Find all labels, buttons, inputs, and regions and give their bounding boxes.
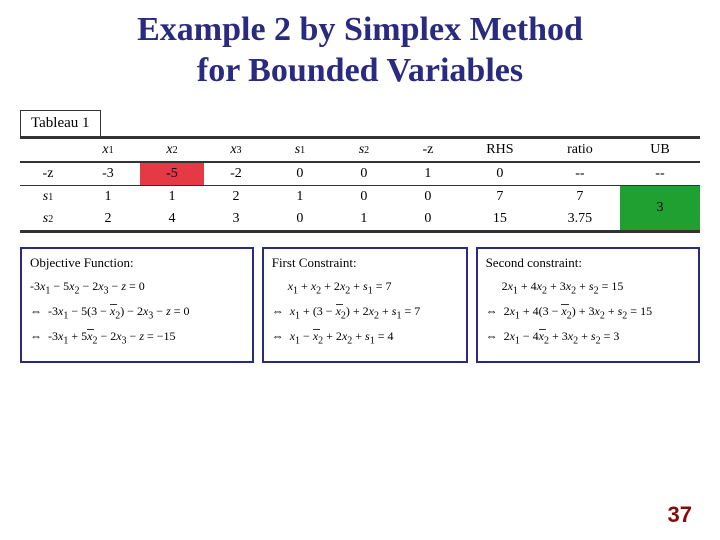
table-row: s1 1 1 2 1 0 0 7 7 3 — [20, 185, 700, 208]
th-x3: x3 — [204, 137, 268, 162]
eq-line: x1 − x2 + 2x2 + s1 = 4 — [272, 329, 458, 346]
cell: 0 — [460, 162, 540, 186]
th-x1: x1 — [76, 137, 140, 162]
table-row: -z -3 -5 -2 0 0 1 0 -- -- — [20, 162, 700, 186]
th-rhs: RHS — [460, 137, 540, 162]
cell: 0 — [332, 162, 396, 186]
row-label: s2 — [20, 208, 76, 232]
title-line-2: for Bounded Variables — [0, 51, 720, 92]
th-negz: -z — [396, 137, 460, 162]
cell: 0 — [396, 185, 460, 208]
th-ub: UB — [620, 137, 700, 162]
row-label: -z — [20, 162, 76, 186]
cell-ub: 3 — [620, 185, 700, 231]
cell: -- — [540, 162, 620, 186]
th-s1: s1 — [268, 137, 332, 162]
cell: 1 — [332, 208, 396, 232]
th-s2: s2 — [332, 137, 396, 162]
cell: 3.75 — [540, 208, 620, 232]
cell: -- — [620, 162, 700, 186]
tableau-header-row: x1 x2 x3 s1 s2 -z RHS ratio UB — [20, 137, 700, 162]
th-x2: x2 — [140, 137, 204, 162]
first-constraint-box: First Constraint: x1 + x2 + 2x2 + s1 = 7… — [262, 247, 468, 363]
cell: -3 — [76, 162, 140, 186]
row-label: s1 — [20, 185, 76, 208]
cell: 0 — [268, 208, 332, 232]
title-line-1: Example 2 by Simplex Method — [0, 10, 720, 51]
eq-line: -3x1 + 5x2 − 2x3 − z = −15 — [30, 329, 244, 346]
eq-title: Objective Function: — [30, 255, 244, 271]
eq-line: x1 + x2 + 2x2 + s1 = 7 — [272, 279, 458, 296]
cell: 1 — [76, 185, 140, 208]
page-title: Example 2 by Simplex Method for Bounded … — [0, 0, 720, 92]
th-ratio: ratio — [540, 137, 620, 162]
eq-title: First Constraint: — [272, 255, 458, 271]
cell: 7 — [460, 185, 540, 208]
eq-line: x1 + (3 − x2) + 2x2 + s1 = 7 — [272, 304, 458, 321]
page-number: 37 — [668, 502, 692, 528]
second-constraint-box: Second constraint: 2x1 + 4x2 + 3x2 + s2 … — [476, 247, 700, 363]
cell: 0 — [332, 185, 396, 208]
eq-title: Second constraint: — [486, 255, 690, 271]
eq-line: 2x1 − 4x2 + 3x2 + s2 = 3 — [486, 329, 690, 346]
cell: -2 — [204, 162, 268, 186]
cell: 2 — [204, 185, 268, 208]
cell: 1 — [396, 162, 460, 186]
th-blank — [20, 137, 76, 162]
cell-pivot: -5 — [140, 162, 204, 186]
eq-line: 2x1 + 4x2 + 3x2 + s2 = 15 — [486, 279, 690, 296]
eq-line: -3x1 − 5x2 − 2x3 − z = 0 — [30, 279, 244, 296]
cell: 0 — [396, 208, 460, 232]
cell: 1 — [268, 185, 332, 208]
cell: 0 — [268, 162, 332, 186]
cell: 1 — [140, 185, 204, 208]
eq-line: -3x1 − 5(3 − x2) − 2x3 − z = 0 — [30, 304, 244, 321]
cell: 7 — [540, 185, 620, 208]
cell: 3 — [204, 208, 268, 232]
cell: 4 — [140, 208, 204, 232]
cell: 15 — [460, 208, 540, 232]
tableau-region: Tableau 1 x1 x2 x3 s1 s2 -z RHS ratio UB… — [20, 110, 700, 233]
cell: 2 — [76, 208, 140, 232]
objective-function-box: Objective Function: -3x1 − 5x2 − 2x3 − z… — [20, 247, 254, 363]
table-row: s2 2 4 3 0 1 0 15 3.75 — [20, 208, 700, 232]
simplex-tableau: x1 x2 x3 s1 s2 -z RHS ratio UB -z -3 -5 … — [20, 136, 700, 233]
tableau-label: Tableau 1 — [20, 110, 101, 137]
eq-line: 2x1 + 4(3 − x2) + 3x2 + s2 = 15 — [486, 304, 690, 321]
equation-row: Objective Function: -3x1 − 5x2 − 2x3 − z… — [20, 247, 700, 363]
